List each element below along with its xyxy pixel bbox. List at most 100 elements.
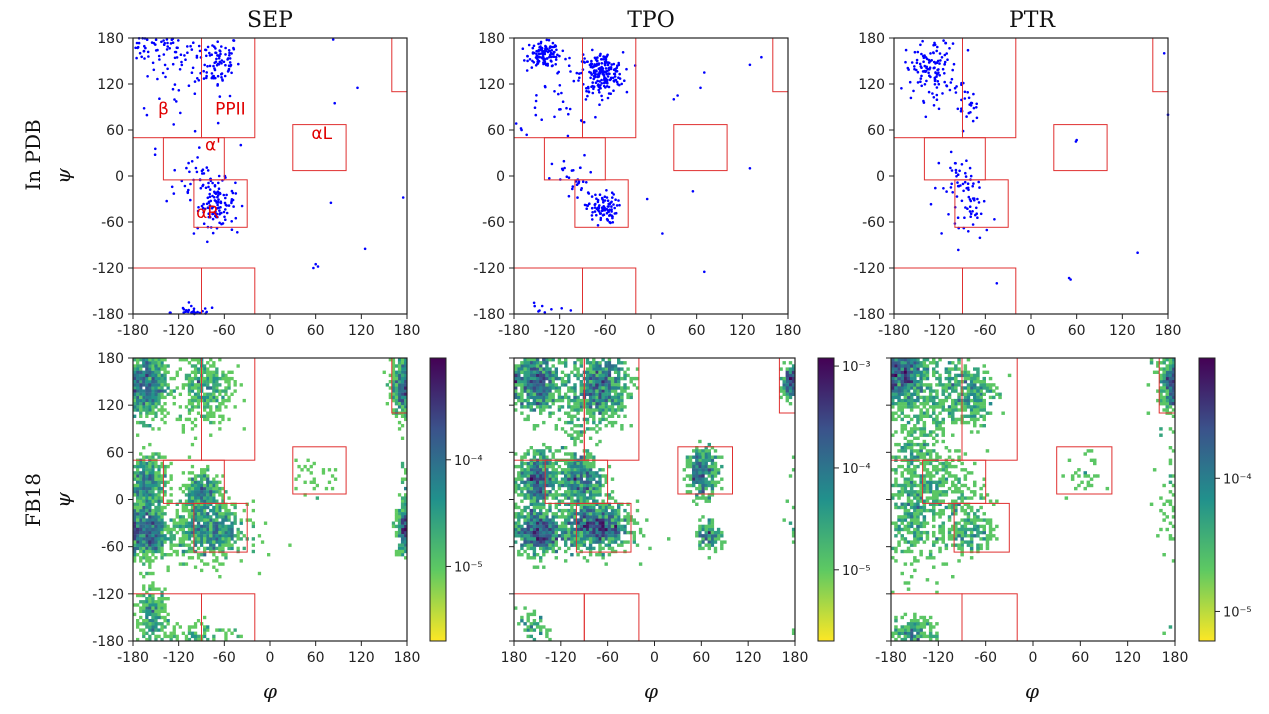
heatmap-cell — [707, 442, 711, 447]
data-point — [606, 96, 610, 100]
heatmap-cell — [397, 521, 402, 525]
region-box-beta-wrap — [513, 593, 585, 642]
heatmap-cell — [570, 477, 574, 481]
colorbar-gradient — [817, 357, 835, 642]
data-point — [548, 53, 552, 57]
heatmap-cell — [548, 477, 552, 481]
heatmap-cell — [523, 540, 527, 544]
heatmap-cell — [595, 512, 599, 516]
heatmap-cell — [588, 540, 593, 544]
heatmap-cell — [935, 424, 939, 428]
heatmap-cell — [701, 483, 705, 488]
heatmap-cell — [172, 631, 176, 635]
heatmap-cell — [585, 546, 590, 551]
heatmap-cell — [397, 386, 402, 390]
heatmap-cell — [206, 524, 210, 529]
heatmap-cell — [1159, 361, 1163, 365]
heatmap-cell — [894, 380, 898, 384]
heatmap-cell — [209, 420, 213, 425]
heatmap-cell — [526, 553, 530, 557]
heatmap-cell — [620, 427, 624, 431]
heatmap-cell — [221, 562, 225, 566]
heatmap-cell — [139, 515, 143, 519]
heatmap-cell — [230, 524, 234, 529]
heatmap-cell — [897, 370, 901, 374]
heatmap-cell — [157, 408, 161, 412]
heatmap-cell — [588, 530, 593, 535]
heatmap-cell — [610, 534, 615, 538]
heatmap-cell — [151, 609, 155, 613]
heatmap-cell — [532, 386, 537, 390]
y-tick-label: 180 — [97, 351, 124, 367]
heatmap-cell — [710, 490, 715, 494]
data-point — [215, 63, 219, 67]
heatmap-cell — [535, 386, 540, 390]
heatmap-cell — [617, 530, 621, 535]
heatmap-cell — [635, 376, 640, 381]
heatmap-cell — [582, 480, 587, 484]
data-point — [213, 45, 216, 48]
heatmap-cell — [906, 392, 911, 396]
heatmap-cell — [212, 383, 216, 387]
data-point — [187, 308, 191, 312]
heatmap-cell — [782, 380, 786, 384]
heatmap-cell — [610, 420, 615, 425]
heatmap-cell — [136, 364, 140, 368]
x-tick-label: 120 — [348, 323, 375, 339]
heatmap-cell — [585, 559, 590, 563]
heatmap-cell — [224, 540, 228, 544]
heatmap-cell — [166, 530, 170, 535]
heatmap-cell — [548, 383, 552, 387]
heatmap-cell — [209, 433, 213, 437]
data-point — [946, 58, 949, 61]
heatmap-cell — [592, 534, 596, 538]
heatmap-cell — [897, 402, 901, 406]
data-point — [969, 215, 972, 218]
heatmap-cell — [988, 395, 993, 400]
region-box-ppii-wrap — [583, 593, 640, 642]
heatmap-cell — [557, 464, 562, 469]
heatmap-cell — [166, 464, 170, 469]
heatmap-cell — [160, 411, 164, 415]
heatmap-cell — [239, 518, 243, 522]
data-point — [216, 84, 219, 87]
heatmap-cell — [520, 461, 524, 466]
heatmap-cell — [564, 461, 568, 466]
heatmap-cell — [142, 486, 146, 491]
heatmap-cell — [925, 402, 930, 406]
heatmap-cell — [595, 430, 599, 434]
heatmap-cell — [548, 461, 552, 466]
heatmap-cell — [397, 420, 402, 425]
heatmap-cell — [196, 515, 201, 519]
heatmap-cell — [142, 395, 146, 400]
heatmap-cell — [154, 518, 158, 522]
heatmap-cell — [535, 483, 540, 488]
heatmap-cell — [136, 402, 140, 406]
heatmap-cell — [218, 628, 222, 632]
heatmap-cell — [136, 625, 140, 629]
data-point — [192, 309, 195, 313]
heatmap-cell — [788, 380, 793, 384]
heatmap-cell — [206, 477, 210, 481]
heatmap-cell — [1156, 370, 1160, 374]
heatmap-cell — [707, 452, 711, 456]
heatmap-cell — [139, 373, 143, 378]
heatmap-cell — [966, 398, 971, 403]
heatmap-cell — [157, 518, 161, 522]
heatmap-cell — [947, 367, 952, 371]
heatmap-cell — [903, 367, 908, 371]
heatmap-cell — [585, 386, 590, 390]
heatmap-cell — [535, 364, 540, 368]
heatmap-cell — [551, 461, 555, 466]
heatmap-cell — [178, 358, 182, 362]
heatmap-cell — [212, 483, 216, 488]
heatmap-cell — [595, 530, 599, 535]
heatmap-cell — [242, 508, 246, 513]
heatmap-cell — [529, 373, 533, 378]
data-point — [595, 59, 599, 63]
data-point — [945, 190, 948, 193]
heatmap-cell — [539, 493, 543, 497]
data-point — [202, 211, 205, 214]
heatmap-cell — [529, 367, 533, 371]
heatmap-cell — [573, 486, 577, 491]
